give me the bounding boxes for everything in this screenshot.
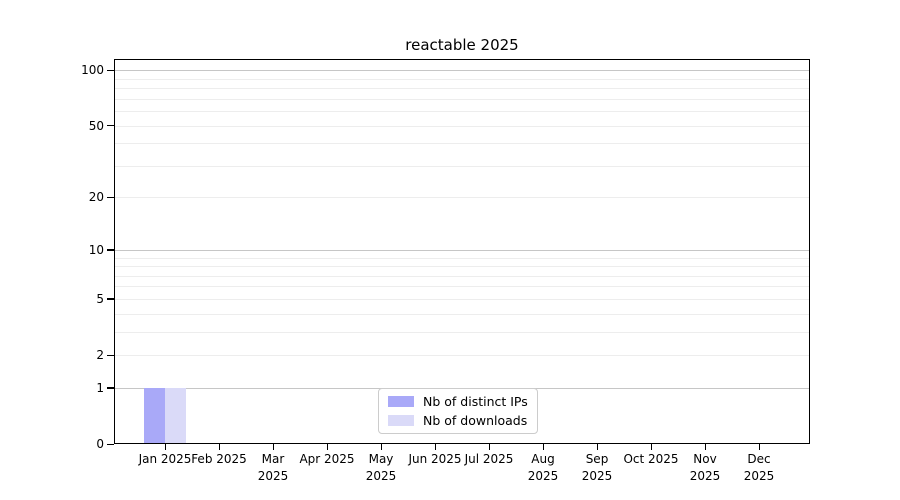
y-tick-label: 100 (81, 63, 104, 78)
legend-swatch-distinct-ips-icon (388, 396, 414, 407)
legend: Nb of distinct IPs Nb of downloads (378, 388, 538, 434)
y-tick-label: 50 (88, 118, 104, 133)
y-tick-mark (107, 249, 114, 251)
x-tick-label: Apr 2025 (299, 452, 355, 466)
minor-gridline (114, 275, 810, 277)
x-tick-mark (758, 444, 760, 450)
minor-gridline (114, 331, 810, 333)
minor-gridline (114, 143, 810, 145)
y-tick-label: 2 (96, 348, 104, 363)
x-tick-mark (164, 444, 166, 450)
minor-gridline (114, 88, 810, 90)
legend-swatch-downloads-icon (388, 415, 414, 426)
plot-area (114, 59, 810, 444)
x-tick-label: Feb 2025 (191, 452, 247, 466)
x-tick-mark (434, 444, 436, 450)
x-tick-mark (596, 444, 598, 450)
y-tick-label: 5 (96, 291, 104, 306)
y-tick-label: 20 (88, 190, 104, 205)
x-tick-mark (272, 444, 274, 450)
y-tick-mark (107, 69, 114, 71)
y-tick-mark (107, 387, 114, 389)
x-tick-mark (380, 444, 382, 450)
x-tick-label: Sep 2025 (581, 452, 613, 483)
minor-gridline (114, 111, 810, 113)
minor-gridline (114, 313, 810, 315)
legend-label-downloads: Nb of downloads (423, 413, 528, 428)
x-tick-label: Jun 2025 (408, 452, 462, 466)
x-tick-mark (488, 444, 490, 450)
x-tick-label: Nov 2025 (689, 452, 721, 483)
minor-gridline (114, 266, 810, 268)
x-tick-label: May 2025 (365, 452, 397, 483)
minor-gridline (114, 98, 810, 100)
x-tick-mark (704, 444, 706, 450)
minor-gridline (114, 257, 810, 259)
legend-item-distinct-ips: Nb of distinct IPs (388, 394, 528, 409)
y-tick-mark (107, 125, 114, 127)
x-tick-label: Oct 2025 (623, 452, 679, 466)
minor-gridline (114, 125, 810, 127)
minor-gridline (114, 298, 810, 300)
x-tick-mark (326, 444, 328, 450)
y-tick-mark (107, 443, 114, 445)
minor-gridline (114, 355, 810, 357)
x-tick-label: Mar 2025 (257, 452, 289, 483)
major-gridline (114, 70, 810, 72)
x-tick-mark (218, 444, 220, 450)
x-tick-label: Jul 2025 (464, 452, 514, 466)
y-tick-mark (107, 354, 114, 356)
minor-gridline (114, 165, 810, 167)
minor-gridline (114, 78, 810, 80)
y-tick-label: 1 (96, 380, 104, 395)
y-tick-mark (107, 298, 114, 300)
x-tick-label: Dec 2025 (743, 452, 775, 483)
x-tick-mark (650, 444, 652, 450)
minor-gridline (114, 197, 810, 199)
y-tick-label: 0 (96, 437, 104, 451)
legend-item-downloads: Nb of downloads (388, 413, 528, 428)
y-tick-mark (107, 196, 114, 199)
x-tick-label: Jan 2025 (138, 452, 192, 466)
legend-label-distinct-ips: Nb of distinct IPs (423, 394, 528, 409)
minor-gridline (114, 286, 810, 288)
chart-title: reactable 2025 (405, 36, 519, 54)
bar-downloads-0 (165, 387, 186, 444)
x-tick-mark (542, 444, 544, 450)
bar-distinct-ips-0 (144, 387, 165, 444)
y-tick-label: 10 (88, 242, 104, 257)
x-tick-label: Aug 2025 (527, 452, 559, 483)
major-gridline (114, 249, 810, 251)
